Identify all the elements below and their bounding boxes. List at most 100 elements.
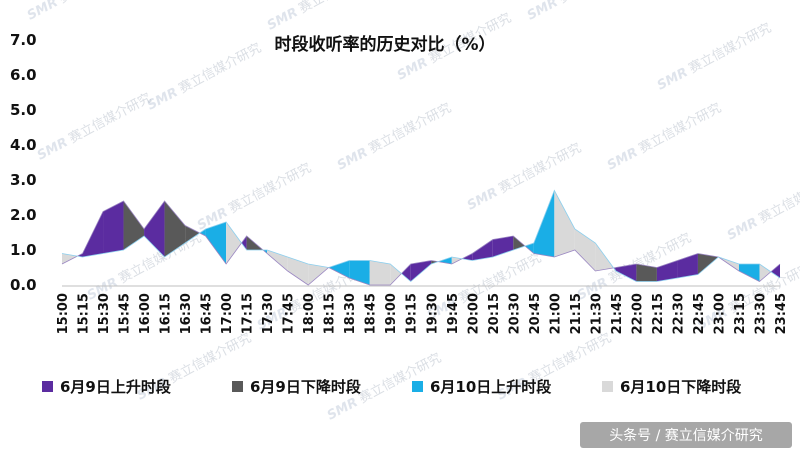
y-tick-label: 5.0 <box>10 101 37 119</box>
watermark-layer: SMR赛立信媒介研究SMR赛立信媒介研究SMR赛立信媒介研究SMR赛立信媒介研究… <box>25 0 800 424</box>
x-tick-label: 15:45 <box>118 293 133 334</box>
y-tick-label: 0.0 <box>10 276 37 294</box>
footer-text: 头条号 / 赛立信媒介研究 <box>609 427 763 444</box>
area-segment <box>513 236 526 250</box>
legend-label: 6月9日下降时段 <box>250 378 361 396</box>
svg-text:SMR: SMR <box>465 185 501 213</box>
legend-item: 6月9日上升时段 <box>42 378 171 396</box>
x-tick-label: 18:15 <box>323 293 338 334</box>
x-tick-label: 20:30 <box>507 293 522 334</box>
x-tick-label: 19:30 <box>425 293 440 334</box>
area-segment <box>349 260 370 285</box>
x-tick-label: 22:30 <box>671 293 686 334</box>
footer-background <box>580 422 792 448</box>
area-segment <box>697 253 719 275</box>
x-tick-label: 15:00 <box>56 293 71 334</box>
svg-text:赛立信媒介研究: 赛立信媒介研究 <box>226 160 314 217</box>
x-tick-label: 21:30 <box>589 293 604 334</box>
x-tick-label: 21:15 <box>569 293 584 334</box>
x-tick-label: 20:00 <box>466 293 481 334</box>
svg-text:赛立信媒介研究: 赛立信媒介研究 <box>296 0 384 17</box>
svg-text:SMR: SMR <box>335 145 371 173</box>
legend-item: 6月10日下降时段 <box>602 378 741 396</box>
x-tick-label: 23:30 <box>753 293 768 334</box>
area-segment <box>401 264 411 282</box>
legend-swatch <box>42 381 53 392</box>
area-segment <box>241 236 247 250</box>
area-segment <box>615 264 637 282</box>
x-tick-label: 17:45 <box>282 293 297 334</box>
x-tick-label: 21:45 <box>610 293 625 334</box>
svg-text:SMR: SMR <box>605 145 641 173</box>
y-tick-label: 7.0 <box>10 31 37 49</box>
y-tick-label: 2.0 <box>10 206 37 224</box>
area-segment <box>123 201 145 250</box>
x-tick-label: 22:45 <box>692 293 707 334</box>
y-tick-label: 6.0 <box>10 66 37 84</box>
series-line-june9 <box>61 200 781 286</box>
svg-text:赛立信媒介研究: 赛立信媒介研究 <box>756 170 800 227</box>
x-tick-label: 20:15 <box>487 293 502 334</box>
x-tick-label: 22:15 <box>651 293 666 334</box>
x-tick-label: 23:15 <box>733 293 748 334</box>
x-tick-label: 16:45 <box>200 293 215 334</box>
area-segment <box>328 260 350 278</box>
area-segment <box>636 264 657 282</box>
svg-text:SMR: SMR <box>325 395 361 423</box>
x-tick-label: 23:45 <box>774 293 789 334</box>
legend-swatch <box>412 381 423 392</box>
y-tick-label: 3.0 <box>10 171 37 189</box>
area-segment <box>759 264 771 282</box>
x-tick-label: 19:15 <box>405 293 420 334</box>
y-tick-label: 4.0 <box>10 136 37 154</box>
area-segment <box>410 260 432 282</box>
area-segment <box>438 257 452 264</box>
x-tick-label: 16:30 <box>179 293 194 334</box>
svg-text:赛立信媒介研究: 赛立信媒介研究 <box>166 330 254 387</box>
legend-label: 6月10日下降时段 <box>620 378 741 396</box>
x-tick-label: 23:00 <box>712 293 727 334</box>
svg-text:SMR: SMR <box>655 65 691 93</box>
x-tick-label: 17:00 <box>220 293 235 334</box>
svg-text:SMR: SMR <box>525 0 561 24</box>
svg-text:SMR: SMR <box>395 55 431 83</box>
legend-item: 6月10日上升时段 <box>412 378 551 396</box>
x-tick-label: 19:00 <box>384 293 399 334</box>
area-segment <box>308 264 329 285</box>
area-segment <box>677 253 698 278</box>
series-line-june10 <box>61 189 781 283</box>
area-segment <box>770 264 780 278</box>
legend-label: 6月9日上升时段 <box>60 378 171 396</box>
x-axis: 15:00 15:15 15:30 15:45 16:00 16:15 16:30 16:45… <box>56 293 789 334</box>
x-tick-label: 15:30 <box>97 293 112 334</box>
area-segment <box>103 201 124 254</box>
legend-swatch <box>602 381 613 392</box>
x-tick-label: 16:00 <box>138 293 153 334</box>
legend-label: 6月10日上升时段 <box>430 378 551 396</box>
svg-text:赛立信媒介研究: 赛立信媒介研究 <box>366 100 454 157</box>
svg-text:赛立信媒介研究: 赛立信媒介研究 <box>686 20 774 77</box>
chart-title: 时段收听率的历史对比（%） <box>274 34 495 55</box>
area-segment <box>656 260 678 282</box>
area-segment <box>595 243 614 271</box>
svg-text:赛立信媒介研究: 赛立信媒介研究 <box>496 140 584 197</box>
area-segment <box>554 190 575 257</box>
area-segment <box>390 264 402 285</box>
x-tick-label: 19:45 <box>446 293 461 334</box>
area-segment <box>205 222 227 264</box>
area-segment <box>738 264 760 282</box>
area-segment <box>574 229 596 271</box>
x-tick-label: 18:00 <box>302 293 317 334</box>
svg-text:赛立信媒介研究: 赛立信媒介研究 <box>56 0 144 7</box>
area-layer <box>61 189 781 286</box>
